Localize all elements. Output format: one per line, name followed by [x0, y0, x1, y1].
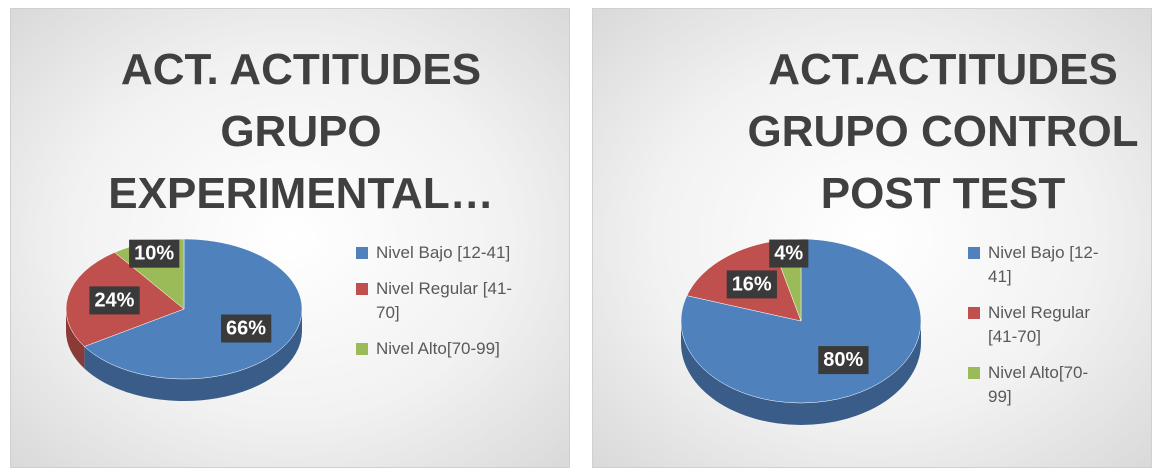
chart-panel: ACT. ACTITUDES GRUPO EXPERIMENTAL… 66% 24%… — [10, 8, 570, 468]
data-label: 4% — [774, 243, 803, 265]
data-label: 10% — [134, 243, 174, 265]
pie-side — [84, 309, 302, 401]
legend-label: Nivel Regular [41-70] — [988, 303, 1091, 346]
legend-item: Nivel Bajo [12-41] — [356, 241, 528, 265]
data-label-box — [769, 239, 809, 268]
legend-label: Nivel Alto[70-99] — [988, 363, 1089, 406]
legend-swatch — [356, 343, 368, 355]
data-label: 66% — [226, 318, 266, 340]
data-label: 16% — [732, 273, 772, 295]
legend-swatch — [968, 247, 980, 259]
legend-swatch — [968, 307, 980, 319]
chart-title: ACT. ACTITUDES GRUPO EXPERIMENTAL… — [108, 45, 494, 218]
legend-item: Nivel Regular [41-70] — [968, 301, 1108, 349]
data-label-box — [726, 270, 777, 299]
legend-item: Nivel Alto[70-99] — [968, 361, 1108, 409]
legend-item: Nivel Regular [41-70] — [356, 277, 528, 325]
pie-side — [681, 321, 921, 425]
chart-panel: ACT.ACTITUDES GRUPO CONTROL POST TEST 80%… — [592, 8, 1152, 468]
legend-label: Nivel Bajo [12-41] — [988, 243, 1099, 286]
pie-side — [66, 309, 85, 369]
pie: 66% 24% 10% — [65, 238, 303, 401]
legend: Nivel Bajo [12-41] Nivel Regular [41-70] N… — [356, 241, 528, 373]
data-label: 24% — [94, 289, 134, 311]
legend-swatch — [968, 367, 980, 379]
legend-label: Nivel Alto[70-99] — [376, 339, 500, 358]
data-label-box — [89, 286, 140, 315]
legend-item: Nivel Alto[70-99] — [356, 337, 528, 361]
legend-label: Nivel Regular [41-70] — [376, 279, 513, 322]
legend-item: Nivel Bajo [12-41] — [968, 241, 1108, 289]
data-label-box — [129, 239, 180, 268]
data-label-box — [818, 346, 869, 375]
legend-swatch — [356, 283, 368, 295]
legend-label: Nivel Bajo [12-41] — [376, 243, 511, 262]
chart-title: ACT.ACTITUDES GRUPO CONTROL POST TEST — [747, 45, 1139, 218]
data-label: 80% — [823, 349, 863, 371]
legend-swatch — [356, 247, 368, 259]
pie-slice — [83, 238, 303, 380]
pie: 80% 16%4% — [680, 238, 922, 425]
data-label-box — [221, 314, 272, 343]
legend: Nivel Bajo [12-41] Nivel Regular [41-70] N… — [968, 241, 1108, 421]
